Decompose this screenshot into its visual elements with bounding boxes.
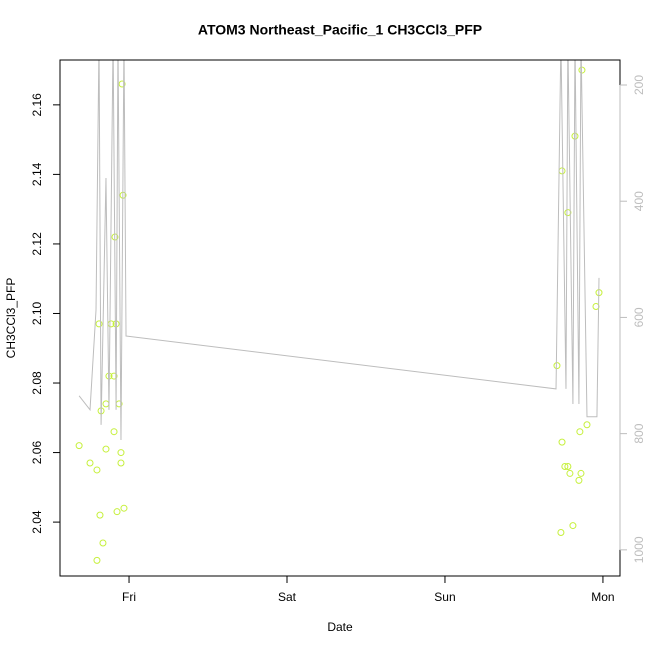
point xyxy=(113,508,121,516)
y-tick-label: 2.06 xyxy=(30,441,44,465)
y2-tick-label: 400 xyxy=(632,191,646,211)
point xyxy=(564,462,572,470)
point xyxy=(117,449,125,457)
point xyxy=(583,421,591,429)
point xyxy=(120,504,128,512)
point xyxy=(575,476,583,484)
point xyxy=(566,469,574,477)
point xyxy=(93,556,101,564)
point xyxy=(561,462,569,470)
point xyxy=(558,438,566,446)
point xyxy=(564,209,572,217)
point xyxy=(117,459,125,467)
y2-tick-label: 200 xyxy=(632,75,646,95)
line xyxy=(78,60,600,441)
x-tick-label: Fri xyxy=(122,590,136,604)
point xyxy=(95,320,103,328)
y2-tick-label: 800 xyxy=(632,423,646,443)
x-tick-label: Mon xyxy=(591,590,614,604)
y-tick-label: 2.14 xyxy=(30,162,44,186)
y-tick-label: 2.04 xyxy=(30,510,44,534)
x-tick-label: Sun xyxy=(434,590,455,604)
point xyxy=(571,132,579,140)
point xyxy=(576,428,584,436)
point xyxy=(75,442,83,450)
y-tick-label: 2.12 xyxy=(30,232,44,256)
point xyxy=(99,539,107,547)
y-tick-label: 2.16 xyxy=(30,93,44,117)
y-tick-label: 2.10 xyxy=(30,301,44,325)
y2-tick-label: 600 xyxy=(632,307,646,327)
point xyxy=(557,529,565,537)
point xyxy=(102,445,110,453)
point xyxy=(569,522,577,530)
point xyxy=(96,511,104,519)
point xyxy=(118,80,126,88)
point xyxy=(110,372,118,380)
point xyxy=(553,362,561,370)
point xyxy=(110,428,118,436)
point xyxy=(86,459,94,467)
y2-tick-label: 1000 xyxy=(632,536,646,563)
x-axis-label: Date xyxy=(327,620,353,634)
chart-title: ATOM3 Northeast_Pacific_1 CH3CCl3_PFP xyxy=(198,22,482,38)
plot-area xyxy=(75,60,603,564)
point xyxy=(93,466,101,474)
point xyxy=(577,469,585,477)
x-tick-label: Sat xyxy=(278,590,297,604)
y-tick-label: 2.08 xyxy=(30,371,44,395)
y-axis-label: CH3CCl3_PFP xyxy=(4,278,18,359)
